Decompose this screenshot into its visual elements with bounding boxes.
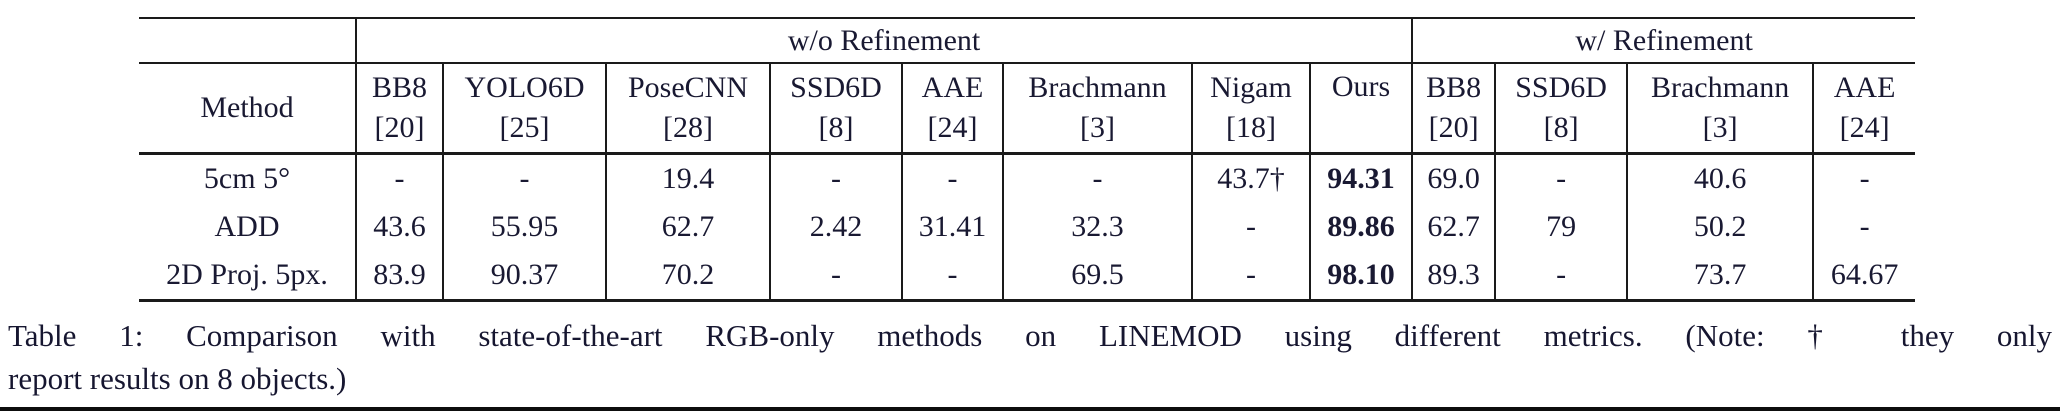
value-cell: 43.7†	[1191, 153, 1311, 203]
col-header-brachmann-wo: Brachmann [3]	[1002, 63, 1193, 155]
value-cell: 31.41	[901, 203, 1004, 251]
method-name: SSD6D	[1515, 71, 1607, 104]
value-cell: -	[1812, 203, 1916, 251]
method-cite: [20]	[374, 111, 425, 144]
method-name: Brachmann	[1650, 71, 1790, 104]
metric-label: 5cm 5°	[139, 153, 357, 203]
value-cell: -	[769, 251, 903, 302]
method-cite: [3]	[1080, 111, 1115, 144]
value-cell: 40.6	[1626, 153, 1815, 203]
col-header-aae-wo: AAE [24]	[901, 63, 1004, 155]
method-name: Ours	[1331, 70, 1391, 103]
method-name: SSD6D	[790, 71, 882, 104]
col-header-bb8-w: BB8 [20]	[1411, 63, 1497, 155]
column-header-row: Method BB8 [20] YOLO6D [25] PoseCNN [28]…	[139, 63, 1916, 155]
value-cell: -	[1002, 153, 1193, 203]
col-header-ours: Ours	[1308, 63, 1414, 155]
caption-line-1: Table 1: Comparison with state-of-the-ar…	[8, 318, 2052, 353]
value-cell-ours: 98.10	[1308, 251, 1414, 302]
caption-line-2: report results on 8 objects.)	[8, 361, 347, 396]
value-cell: 83.9	[355, 251, 444, 302]
value-cell: 69.0	[1411, 153, 1497, 203]
value-cell: -	[1494, 251, 1629, 302]
value-cell: 50.2	[1626, 203, 1815, 251]
method-cite: [3]	[1702, 111, 1738, 144]
table-row: 2D Proj. 5px. 83.9 90.37 70.2 - - 69.5 -…	[139, 251, 1916, 302]
method-cite: [24]	[1839, 111, 1890, 144]
value-cell: 32.3	[1002, 203, 1193, 251]
value-cell: 90.37	[442, 251, 607, 302]
value-cell: -	[769, 153, 903, 203]
value-cell: -	[355, 153, 444, 203]
table-row: ADD 43.6 55.95 62.7 2.42 31.41 32.3 - 89…	[139, 203, 1916, 251]
value-cell: 89.3	[1411, 251, 1497, 302]
group-header-wo-refinement: w/o Refinement	[354, 17, 1414, 64]
value-cell: 2.42	[769, 203, 903, 251]
method-cite: [25]	[499, 111, 550, 144]
value-cell: -	[901, 251, 1004, 302]
method-name: BB8	[1426, 71, 1482, 104]
value-cell: 73.7	[1626, 251, 1815, 302]
col-header-brachmann-w: Brachmann [3]	[1626, 63, 1815, 155]
value-cell: 55.95	[442, 203, 607, 251]
group-header-row: w/o Refinement w/ Refinement	[139, 17, 1916, 64]
value-cell: 70.2	[605, 251, 771, 302]
metric-label: 2D Proj. 5px.	[139, 251, 357, 302]
value-cell: 43.6	[355, 203, 444, 251]
value-cell: -	[901, 153, 1004, 203]
method-cite: [8]	[818, 111, 854, 144]
value-cell: 69.5	[1002, 251, 1193, 302]
spacer-cell	[139, 17, 357, 64]
value-cell: 19.4	[605, 153, 771, 203]
method-name: BB8	[371, 71, 428, 104]
metric-label: ADD	[139, 203, 357, 251]
col-header-ssd6d-w: SSD6D [8]	[1494, 63, 1629, 155]
col-header-posecnn: PoseCNN [28]	[605, 63, 771, 155]
method-cite: [18]	[1226, 111, 1276, 144]
table-caption: Table 1: Comparison with state-of-the-ar…	[8, 314, 2052, 400]
value-cell: -	[1812, 153, 1916, 203]
method-column-header: Method	[139, 63, 357, 155]
col-header-yolo6d: YOLO6D [25]	[442, 63, 607, 155]
method-name: YOLO6D	[464, 71, 585, 104]
value-cell: 64.67	[1812, 251, 1916, 302]
col-header-bb8-wo: BB8 [20]	[355, 63, 444, 155]
method-cite: [8]	[1543, 111, 1579, 144]
method-cite: [20]	[1428, 111, 1479, 144]
value-cell: 79	[1494, 203, 1629, 251]
table-row: 5cm 5° - - 19.4 - - - 43.7† 94.31 69.0 -…	[139, 153, 1916, 203]
value-cell: -	[442, 153, 607, 203]
method-cite: [28]	[663, 111, 713, 144]
value-cell: 62.7	[1411, 203, 1497, 251]
results-table: w/o Refinement w/ Refinement Method BB8 …	[139, 17, 1916, 302]
method-name: PoseCNN	[627, 71, 748, 104]
value-cell-ours: 94.31	[1308, 153, 1414, 203]
method-name: AAE	[1833, 71, 1896, 104]
col-header-aae-w: AAE [24]	[1812, 63, 1916, 155]
section-divider-rule	[0, 407, 2060, 411]
method-name: Brachmann	[1028, 71, 1167, 104]
group-header-w-refinement: w/ Refinement	[1411, 17, 1916, 64]
value-cell: -	[1191, 251, 1311, 302]
value-cell: 62.7	[605, 203, 771, 251]
method-cite: [24]	[927, 111, 978, 144]
col-header-ssd6d-wo: SSD6D [8]	[769, 63, 903, 155]
value-cell: -	[1494, 153, 1629, 203]
method-name: Nigam	[1210, 71, 1292, 104]
value-cell-ours: 89.86	[1308, 203, 1414, 251]
col-header-nigam: Nigam [18]	[1191, 63, 1311, 155]
value-cell: -	[1191, 203, 1311, 251]
method-name: AAE	[921, 71, 984, 104]
